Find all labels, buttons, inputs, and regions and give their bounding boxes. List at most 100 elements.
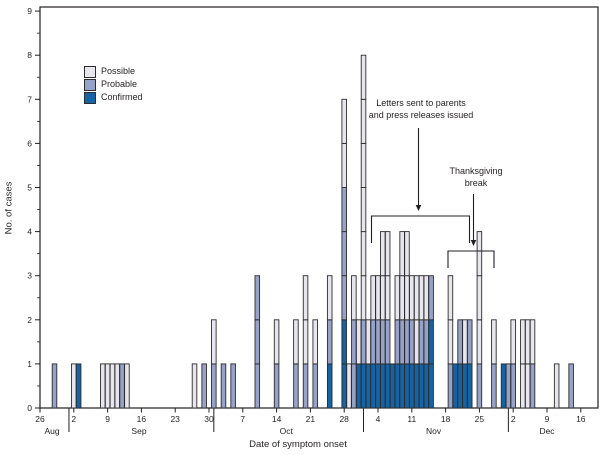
case-box-probable xyxy=(312,363,318,409)
y-tick-label: 0 xyxy=(27,403,32,413)
legend-label-confirmed: Confirmed xyxy=(101,92,143,102)
case-box-probable xyxy=(409,319,415,365)
case-box-possible xyxy=(447,319,454,365)
x-tick-label: 23 xyxy=(170,414,180,424)
bar-dec-6 xyxy=(529,319,536,409)
y-tick-label: 3 xyxy=(27,271,32,281)
bar-sep-8 xyxy=(100,363,106,409)
case-box-possible xyxy=(273,319,280,365)
y-axis: 0 1 2 3 4 5 6 7 8 9 xyxy=(27,6,40,413)
bar-nov-22 xyxy=(462,319,468,409)
y-tick-label: 6 xyxy=(27,138,32,148)
case-box-confirmed xyxy=(428,363,434,409)
case-box-probable xyxy=(384,319,391,365)
x-tick-label: 11 xyxy=(407,414,416,424)
bar-nov-11 xyxy=(409,275,415,409)
case-box-possible xyxy=(326,275,333,321)
y-tick-label: 7 xyxy=(27,94,32,104)
case-box-probable xyxy=(341,231,347,277)
case-box-possible xyxy=(341,142,347,188)
case-box-possible xyxy=(423,275,430,321)
bar-nov-9 xyxy=(399,231,405,409)
case-box-possible xyxy=(380,231,386,277)
x-tick-label: 21 xyxy=(306,414,316,424)
bar-nov-8 xyxy=(394,275,401,409)
case-box-possible xyxy=(100,363,106,409)
case-box-possible xyxy=(191,363,198,409)
bar-nov-21 xyxy=(457,319,463,409)
x-tick-label: 25 xyxy=(475,414,485,424)
x-tick-label: 4 xyxy=(376,414,381,424)
bar-oct-5 xyxy=(230,363,236,409)
case-box-probable xyxy=(220,363,227,409)
case-box-probable xyxy=(341,187,347,233)
case-box-probable xyxy=(254,363,261,409)
bar-sep-3 xyxy=(75,363,82,409)
bar-sep-29 xyxy=(201,363,207,409)
bar-dec-14 xyxy=(568,363,574,409)
case-box-possible xyxy=(520,363,526,409)
plot-frame xyxy=(39,6,599,409)
case-box-probable xyxy=(302,363,309,409)
case-box-confirmed xyxy=(467,363,473,409)
case-box-confirmed xyxy=(384,363,391,409)
x-tick-label: 2 xyxy=(511,414,516,424)
bar-sep-12 xyxy=(119,363,125,409)
case-box-probable xyxy=(341,275,347,321)
x-tick-label: 26 xyxy=(35,414,45,424)
month-label: Oct xyxy=(280,426,294,436)
possible-swatch-icon xyxy=(84,65,96,78)
annotation-marks xyxy=(370,128,495,268)
y-tick-label: 2 xyxy=(27,315,32,325)
bar-nov-25 xyxy=(476,231,483,409)
case-box-confirmed xyxy=(380,363,386,409)
bar-oct-30 xyxy=(351,275,357,409)
arrow-head-letters xyxy=(415,205,422,211)
bar-nov-1 xyxy=(360,54,367,409)
y-tick-label: 1 xyxy=(27,359,32,369)
case-box-probable xyxy=(230,363,236,409)
case-box-possible xyxy=(302,275,309,321)
bar-nov-10 xyxy=(404,231,410,409)
bar-nov-19 xyxy=(447,275,454,409)
bar-sep-27 xyxy=(191,363,198,409)
case-box-possible xyxy=(341,98,347,144)
case-box-possible xyxy=(360,54,367,100)
bar-dec-2 xyxy=(510,319,516,409)
bar-nov-30 xyxy=(500,363,507,409)
case-box-possible xyxy=(404,275,410,321)
case-box-possible xyxy=(114,363,121,409)
case-box-probable xyxy=(529,363,536,409)
case-box-possible xyxy=(476,231,483,277)
case-box-probable xyxy=(119,363,125,409)
case-box-probable xyxy=(375,319,381,365)
bar-oct-22 xyxy=(312,319,318,409)
bar-oct-28 xyxy=(341,98,347,409)
case-box-possible xyxy=(524,319,531,365)
case-box-possible xyxy=(360,98,367,144)
bar-oct-29 xyxy=(346,363,352,409)
bar-nov-5 xyxy=(380,231,386,409)
case-box-probable xyxy=(351,319,357,365)
case-box-possible xyxy=(346,363,352,409)
case-box-possible xyxy=(520,319,526,365)
legend-item-possible: Possible xyxy=(84,65,143,78)
case-box-probable xyxy=(211,363,217,409)
case-box-confirmed xyxy=(457,363,463,409)
case-box-confirmed xyxy=(428,319,434,365)
case-box-probable xyxy=(326,319,333,365)
legend-label-possible: Possible xyxy=(101,66,136,76)
month-label: Sep xyxy=(131,426,146,436)
annotation-thanksgiving-break: Thanksgiving break xyxy=(449,166,503,188)
case-box-possible xyxy=(409,275,415,321)
case-box-probable xyxy=(457,319,463,365)
case-box-confirmed xyxy=(360,363,367,409)
case-box-probable xyxy=(51,363,58,409)
bar-nov-20 xyxy=(452,363,459,409)
case-box-probable xyxy=(510,363,516,409)
bar-sep-9 xyxy=(104,363,111,409)
bar-nov-23 xyxy=(467,319,473,409)
bar-sep-13 xyxy=(124,363,130,409)
case-box-possible xyxy=(360,187,367,233)
